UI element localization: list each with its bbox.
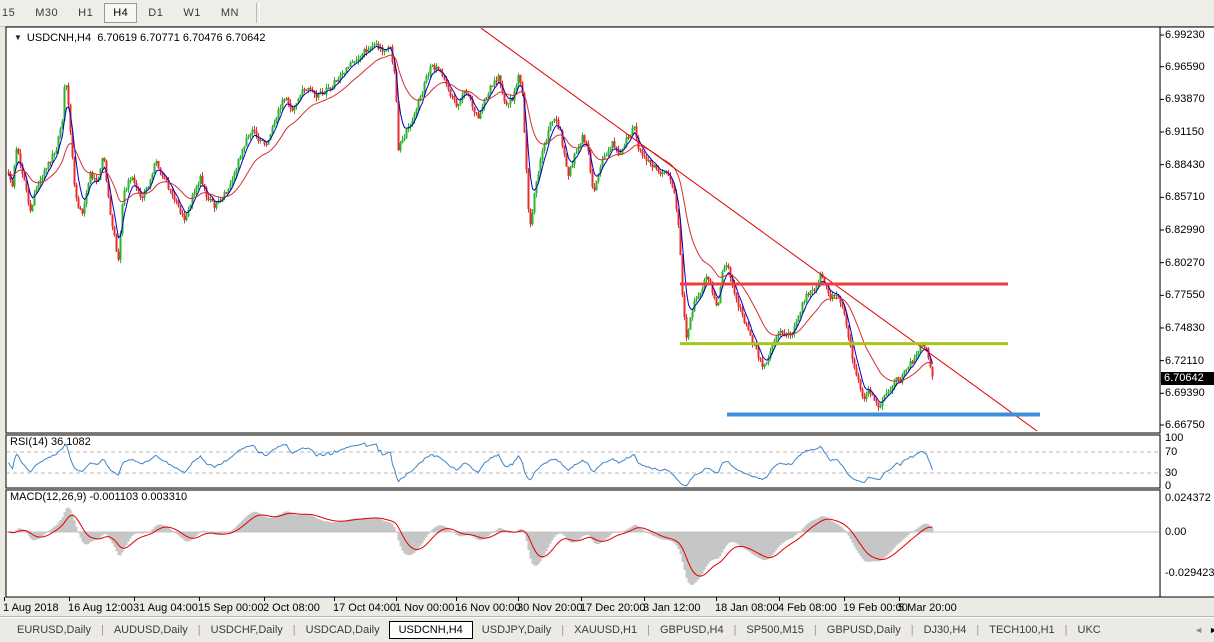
timeframe-button-15[interactable]: 15	[2, 7, 16, 19]
tab-gbpusd-daily[interactable]: GBPUSD,Daily	[826, 624, 901, 636]
tab-separator: |	[561, 624, 565, 636]
price-axis-label: 6.74830	[1165, 321, 1205, 334]
date-axis-label: 1 Aug 2018	[3, 602, 59, 614]
tab-gbpusd-h4[interactable]: GBPUSD,H4	[659, 624, 724, 636]
macd-scale-label: 0.024372	[1165, 492, 1211, 505]
date-axis-label: 17 Oct 04:00	[333, 602, 396, 614]
chart-symbol-label: USDCNH,H4	[26, 32, 92, 44]
chart-title: ▼ USDCNH,H4 6.70619 6.70771 6.70476 6.706…	[14, 32, 265, 44]
date-axis-label: 17 Dec 20:00	[580, 602, 646, 614]
chart-stage[interactable]: ▼ USDCNH,H4 6.70619 6.70771 6.70476 6.706…	[0, 26, 1214, 618]
tab-separator: |	[813, 624, 817, 636]
chart-ohlc-readout: 6.70619 6.70771 6.70476 6.70642	[97, 32, 266, 44]
tab-separator: |	[647, 624, 650, 636]
timeframe-button-w1[interactable]: W1	[183, 7, 201, 19]
tab-separator: |	[197, 624, 201, 636]
timeframe-button-m30[interactable]: M30	[35, 7, 59, 19]
date-axis-label: 3 Jan 12:00	[643, 602, 701, 614]
timeframe-toolbar: 15 M30 H1 H4 D1 W1 MN	[0, 0, 1214, 27]
tab-separator: |	[976, 624, 980, 636]
timeframe-button-mn[interactable]: MN	[220, 7, 239, 19]
date-axis-label: 30 Nov 20:00	[517, 602, 583, 614]
timeframe-button-h1[interactable]: H1	[78, 7, 94, 19]
price-axis-label: 6.80270	[1165, 256, 1205, 269]
timeframe-button-h4[interactable]: H4	[104, 3, 138, 23]
rsi-scale-label: 70	[1165, 446, 1178, 458]
tab-ukc[interactable]: UKC	[1077, 624, 1101, 636]
rsi-label: RSI(14) 36.1082	[10, 436, 91, 448]
tab-separator: |	[292, 624, 296, 636]
date-axis-label: 16 Aug 12:00	[68, 602, 133, 614]
price-axis-label: 6.66750	[1165, 419, 1205, 431]
date-axis-label: 4 Feb 08:00	[778, 602, 837, 614]
tab-xauusd-h1[interactable]: XAUUSD,H1	[574, 624, 638, 636]
tab-usdjpy-daily[interactable]: USDJPY,Daily	[481, 624, 552, 636]
date-axis-label: 15 Sep 00:00	[198, 602, 264, 614]
date-axis-label: 1 Nov 00:00	[395, 602, 455, 614]
tab-separator: |	[733, 624, 737, 636]
date-axis-label: 2 Oct 08:00	[263, 602, 320, 614]
rsi-scale-label: 0	[1165, 479, 1172, 492]
tab-sp500-m15[interactable]: SP500,M15	[746, 624, 804, 636]
date-axis-label: 18 Jan 08:00	[715, 602, 779, 614]
symbol-tabbar: EURUSD,Daily | AUDUSD,Daily | USDCHF,Daily | U…	[0, 617, 1214, 642]
date-axis-label: 16 Nov 00:00	[455, 602, 521, 614]
price-axis-label: 6.85710	[1165, 191, 1205, 204]
current-price-tag: 6.70642	[1161, 372, 1214, 386]
rsi-scale-label: 100	[1165, 432, 1184, 445]
price-axis-label: 6.93870	[1165, 93, 1205, 106]
tab-usdchf-daily[interactable]: USDCHF,Daily	[210, 624, 283, 636]
tab-eurusd-daily[interactable]: EURUSD,Daily	[17, 624, 91, 636]
date-axis-label: 5 Mar 20:00	[898, 602, 957, 614]
collapse-triangle-icon[interactable]: ▼	[14, 33, 22, 42]
tab-scroll-right-icon[interactable]: ►	[1209, 625, 1214, 635]
macd-scale-label: 0.00	[1165, 526, 1187, 538]
price-axis-label: 6.69390	[1165, 387, 1205, 400]
price-axis-label: 6.99230	[1165, 29, 1205, 41]
date-axis-label: 19 Feb 00:00	[843, 602, 908, 614]
tab-tech100-h1[interactable]: TECH100,H1	[989, 624, 1055, 636]
tab-separator: |	[100, 624, 104, 636]
timeframe-button-d1[interactable]: D1	[148, 7, 164, 19]
macd-scale-label: -0.029423	[1165, 567, 1214, 580]
tab-dj30-h4[interactable]: DJ30,H4	[923, 624, 967, 636]
price-axis-label: 6.77550	[1165, 289, 1205, 302]
tab-separator: |	[1064, 624, 1068, 636]
rsi-scale-label: 30	[1165, 467, 1178, 479]
macd-label: MACD(12,26,9) -0.001103 0.003310	[10, 491, 188, 503]
toolbar-separator	[255, 3, 260, 23]
price-axis-label: 6.88430	[1165, 158, 1205, 171]
tab-usdcad-daily[interactable]: USDCAD,Daily	[305, 624, 380, 636]
tab-scroll-nav: ◄►	[1194, 625, 1214, 635]
chart-canvas[interactable]	[0, 26, 1214, 618]
tab-usdcnh-h4[interactable]: USDCNH,H4	[388, 621, 473, 639]
price-axis-label: 6.96590	[1165, 60, 1205, 73]
price-axis-label: 6.72110	[1165, 354, 1204, 367]
price-axis-label: 6.91150	[1165, 126, 1204, 139]
tab-scroll-left-icon[interactable]: ◄	[1194, 625, 1204, 635]
date-axis-label: 31 Aug 04:00	[133, 602, 198, 614]
tab-separator: |	[910, 624, 914, 636]
price-axis-label: 6.82990	[1165, 224, 1205, 236]
tab-audusd-daily[interactable]: AUDUSD,Daily	[113, 624, 188, 636]
